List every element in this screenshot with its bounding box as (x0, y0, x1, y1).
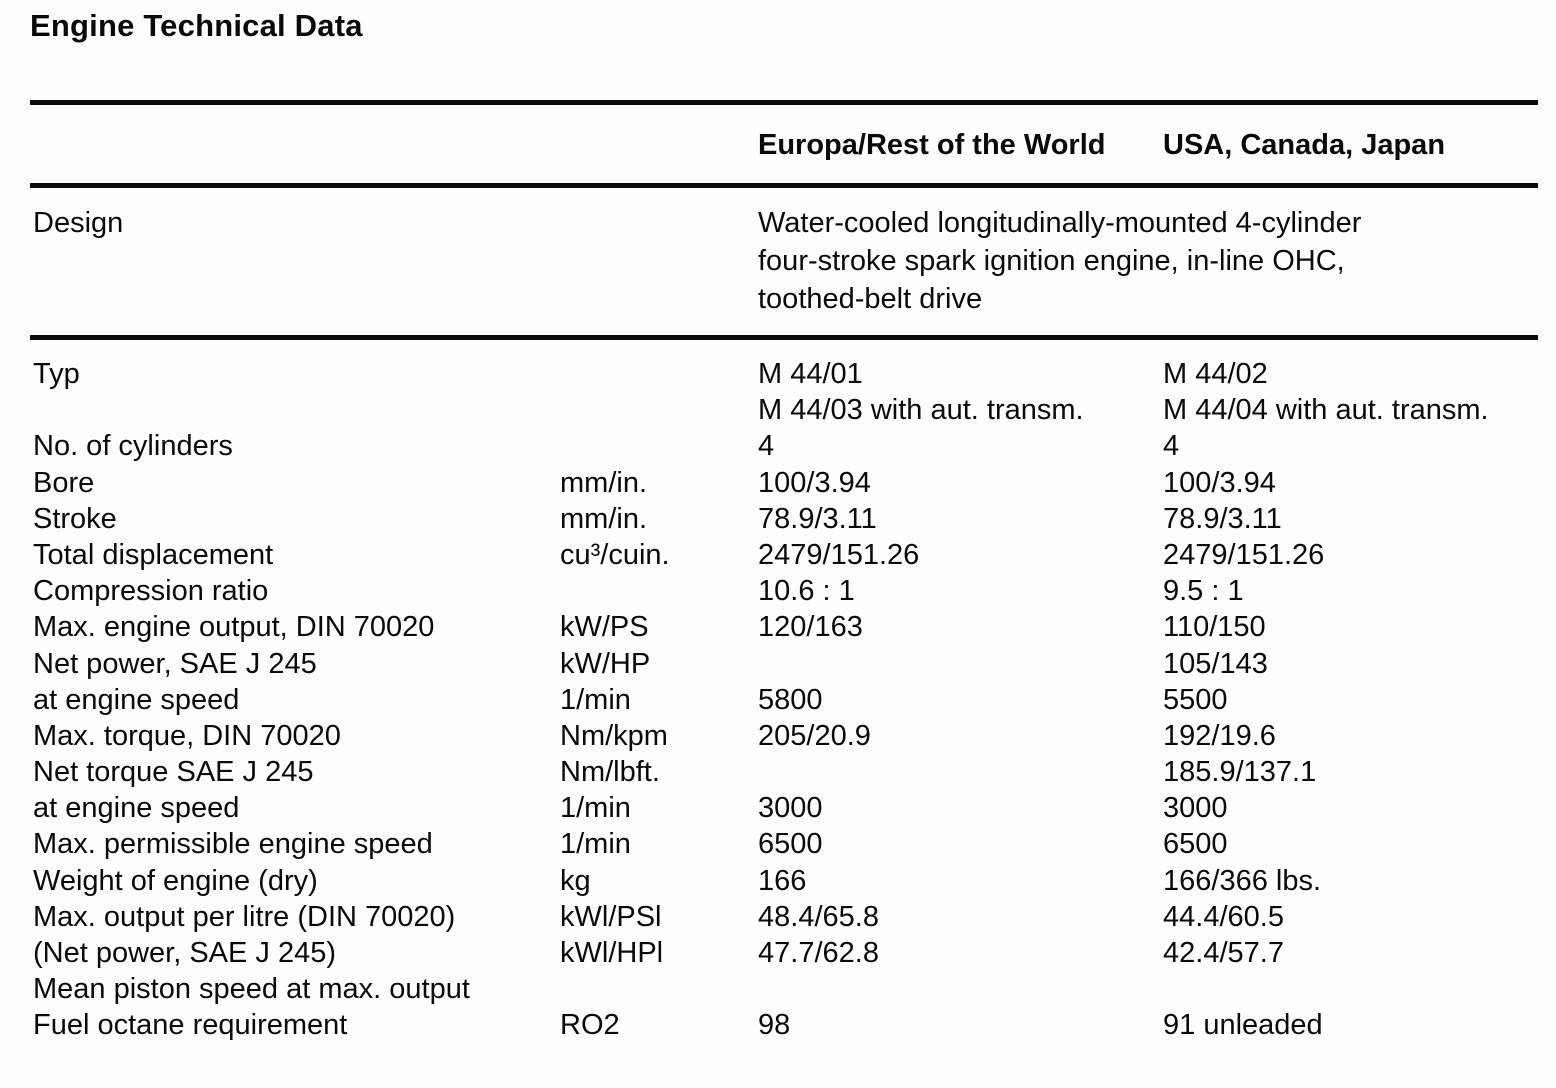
row-value-usa: 110/150 (1163, 611, 1266, 644)
table-row: Net torque SAE J 245 Nm/lbft. 185.9/137.1 (30, 754, 1550, 790)
table-row: Max. permissible engine speed 1/min 6500 65… (30, 826, 1550, 862)
table-row: Fuel octane requirement RO2 98 91 unleaded (30, 1007, 1550, 1043)
row-label: Total displacement (33, 538, 274, 571)
row-value-europa: 48.4/65.8 (758, 900, 879, 933)
table-row: M 44/03 with aut. transm. M 44/04 with au… (30, 392, 1550, 428)
row-label: Max. engine output, DIN 70020 (33, 611, 435, 644)
row-label: Max. torque, DIN 70020 (33, 719, 341, 752)
row-label: Net power, SAE J 245 (33, 647, 317, 680)
row-label: Bore (33, 466, 95, 499)
row-value-usa: 5500 (1163, 683, 1228, 716)
row-value-europa: 78.9/3.11 (758, 502, 877, 535)
divider-top (30, 100, 1538, 105)
row-label: Mean piston speed at max. output (33, 973, 470, 1006)
row-unit: 1/min (560, 792, 631, 825)
row-value-usa: 6500 (1163, 828, 1228, 861)
row-value-usa: 42.4/57.7 (1163, 937, 1284, 969)
row-unit: kW/PS (560, 611, 649, 644)
table-row: at engine speed 1/min 5800 5500 (30, 682, 1550, 718)
row-value-usa: 185.9/137.1 (1163, 756, 1317, 789)
row-value-usa: 78.9/3.11 (1163, 502, 1282, 535)
row-unit: Nm/kpm (560, 719, 668, 752)
row-unit: cu³/cuin. (560, 538, 670, 571)
table-row: Max. engine output, DIN 70020 kW/PS 120/16… (30, 609, 1550, 645)
row-label: Net torque SAE J 245 (33, 756, 314, 789)
row-label: (Net power, SAE J 245) (33, 937, 337, 969)
divider-design (30, 335, 1538, 340)
row-unit: kWl/HPl (560, 937, 664, 969)
row-label: Fuel octane requirement (33, 1009, 348, 1042)
table-row: Net power, SAE J 245 kW/HP 105/143 (30, 646, 1550, 682)
row-value-europa: 6500 (758, 828, 823, 861)
row-label: Compression ratio (33, 575, 269, 608)
row-value-europa: 4 (758, 430, 775, 463)
column-header-usa-canada-japan: USA, Canada, Japan (1163, 129, 1446, 161)
row-value-usa: 192/19.6 (1163, 719, 1276, 752)
row-label: Max. output per litre (DIN 70020) (33, 900, 456, 933)
row-value-usa: M 44/02 (1163, 358, 1268, 390)
page-title: Engine Technical Data (30, 8, 363, 43)
row-value-europa: 5800 (758, 683, 823, 716)
row-unit: RO2 (560, 1009, 620, 1042)
row-unit: mm/in. (560, 466, 647, 499)
table-row: Max. output per litre (DIN 70020) kWl/PSl… (30, 899, 1550, 935)
row-label: at engine speed (33, 683, 240, 716)
row-value-europa: 10.6 : 1 (758, 575, 855, 608)
row-label: No. of cylinders (33, 430, 233, 463)
table-row: at engine speed 1/min 3000 3000 (30, 790, 1550, 826)
row-value-usa: 4 (1163, 430, 1180, 463)
row-value-usa: 3000 (1163, 792, 1228, 825)
row-unit: Nm/lbft. (560, 756, 660, 789)
row-value-europa: 100/3.94 (758, 466, 871, 499)
row-value-europa: 98 (758, 1009, 791, 1042)
row-value-usa: 100/3.94 (1163, 466, 1276, 499)
table-row: No. of cylinders 4 4 (30, 428, 1550, 464)
row-value-europa: M 44/03 with aut. transm. (758, 394, 1084, 427)
table-row: Total displacement cu³/cuin. 2479/151.26 24… (30, 537, 1550, 573)
row-unit: kg (560, 864, 591, 897)
table-row: Stroke mm/in. 78.9/3.11 78.9/3.11 (30, 501, 1550, 537)
design-description: Water-cooled longitudinally-mounted 4-cy… (758, 204, 1361, 318)
row-value-usa: 105/143 (1163, 647, 1268, 680)
row-value-europa: 3000 (758, 792, 823, 825)
table-row: Compression ratio 10.6 : 1 9.5 : 1 (30, 573, 1550, 609)
row-value-europa: 47.7/62.8 (758, 937, 879, 969)
table-row: Max. torque, DIN 70020 Nm/kpm 205/20.9 192/… (30, 718, 1550, 754)
table-row: Weight of engine (dry) kg 166 166/366 lbs. (30, 863, 1550, 899)
row-value-europa: 205/20.9 (758, 719, 871, 752)
row-value-europa: 2479/151.26 (758, 538, 920, 571)
design-row-label: Design (33, 207, 124, 239)
row-label: Stroke (33, 502, 117, 535)
table-row: Bore mm/in. 100/3.94 100/3.94 (30, 465, 1550, 501)
row-unit: kW/HP (560, 647, 651, 680)
design-line-2: four-stroke spark ignition engine, in-li… (758, 245, 1345, 277)
row-value-usa: 2479/151.26 (1163, 538, 1325, 571)
row-label: Weight of engine (dry) (33, 864, 318, 897)
design-line-3: toothed-belt drive (758, 283, 983, 315)
spec-table: Typ M 44/01 M 44/02 M 44/03 with aut. trans… (30, 356, 1550, 1044)
divider-header (30, 183, 1538, 188)
row-label: at engine speed (33, 792, 240, 825)
table-row: Mean piston speed at max. output (30, 971, 1550, 1007)
row-value-europa: 120/163 (758, 611, 863, 644)
row-unit: 1/min (560, 828, 631, 861)
row-value-usa: 44.4/60.5 (1163, 900, 1284, 933)
row-value-europa: 166 (758, 864, 807, 897)
row-label: Max. permissible engine speed (33, 828, 433, 861)
row-label: Typ (33, 358, 80, 390)
row-unit: 1/min (560, 683, 631, 716)
table-row: (Net power, SAE J 245) kWl/HPl 47.7/62.8 42… (30, 935, 1550, 971)
row-unit: mm/in. (560, 502, 647, 535)
design-line-1: Water-cooled longitudinally-mounted 4-cy… (758, 207, 1362, 239)
column-header-europa: Europa/Rest of the World (758, 129, 1106, 161)
row-value-usa: 9.5 : 1 (1163, 575, 1244, 608)
row-value-usa: 166/366 lbs. (1163, 864, 1322, 897)
row-value-europa: M 44/01 (758, 358, 863, 390)
row-value-usa: M 44/04 with aut. transm. (1163, 394, 1489, 427)
row-value-usa: 91 unleaded (1163, 1009, 1323, 1042)
row-unit: kWl/PSl (560, 900, 662, 933)
table-row: Typ M 44/01 M 44/02 (30, 356, 1550, 392)
